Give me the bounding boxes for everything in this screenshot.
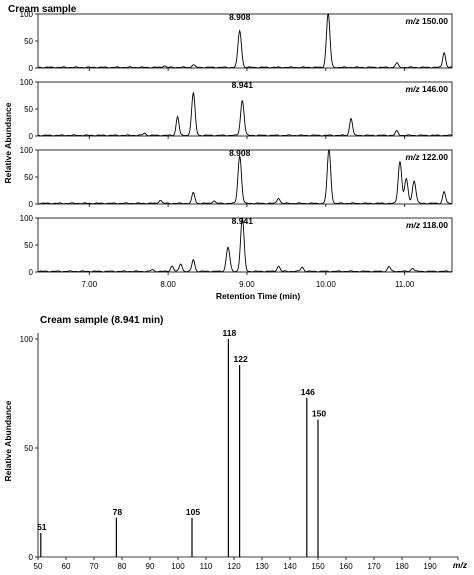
chromatogram-y-axis-label: Relative Abundance xyxy=(3,102,13,183)
y-tick-label: 50 xyxy=(24,37,33,46)
y-tick-label: 0 xyxy=(29,132,34,141)
y-tick-label: 0 xyxy=(29,200,34,209)
peak-retention-label: 8.941 xyxy=(232,80,254,90)
x-tick-label: 70 xyxy=(90,562,99,571)
x-tick-label: 11.00 xyxy=(395,280,415,289)
x-tick-label: 120 xyxy=(227,562,241,571)
panel-frame xyxy=(37,149,453,205)
x-tick-label: 150 xyxy=(311,562,325,571)
stick-label: 122 xyxy=(234,354,248,364)
mz-value: 146.00 xyxy=(422,84,448,94)
x-tick-label: 110 xyxy=(200,562,213,571)
y-tick-label: 0 xyxy=(29,268,34,277)
y-tick-label: 100 xyxy=(20,78,34,87)
stick-label: 118 xyxy=(223,328,237,338)
y-tick-label: 50 xyxy=(24,444,33,453)
y-tick-label: 100 xyxy=(20,10,34,19)
chromatogram-title: Cream sample xyxy=(8,4,77,15)
x-tick-label: 160 xyxy=(339,562,353,571)
x-tick-label: 170 xyxy=(367,562,381,571)
y-tick-label: 50 xyxy=(24,105,33,114)
mz-label: m/z 146.00 xyxy=(405,84,448,94)
x-tick-label: 60 xyxy=(62,562,71,571)
chromatogram-panel: 0 50 100 m/z 122.00 8.908 xyxy=(20,146,453,209)
x-tick-label: 7.00 xyxy=(81,280,97,289)
stick-label: 105 xyxy=(186,507,200,517)
x-tick-label: 9.00 xyxy=(239,280,255,289)
chromatogram-panel: 0 50 100 m/z 150.00 8.908 xyxy=(20,10,453,73)
mz-label: m/z 118.00 xyxy=(406,220,448,230)
chromatogram-x-axis: 7.00 8.00 9.00 10.00 11.00 xyxy=(81,280,414,289)
y-tick-label: 100 xyxy=(20,335,34,344)
x-tick-label: 10.00 xyxy=(316,280,337,289)
peak-retention-label: 8.908 xyxy=(229,148,251,158)
spectrum-x-axis-label: m/z xyxy=(453,560,468,570)
x-tick-label: 90 xyxy=(146,562,155,571)
y-tick-label: 50 xyxy=(24,173,33,182)
chromatogram-trace xyxy=(37,148,453,205)
chromatogram-x-axis-label: Retention Time (min) xyxy=(216,291,301,301)
x-tick-label: 140 xyxy=(283,562,297,571)
y-tick-label: 100 xyxy=(20,146,34,155)
chromatogram-panel: 0 50 100 m/z 118.00 8.941 xyxy=(20,214,453,277)
y-tick-label: 50 xyxy=(24,241,33,250)
mz-prefix: m/z xyxy=(405,152,422,162)
x-tick-label: 8.00 xyxy=(160,280,176,289)
y-tick-label: 0 xyxy=(29,553,34,562)
peak-retention-label: 8.908 xyxy=(229,12,251,22)
mz-prefix: m/z xyxy=(406,220,423,230)
spectrum-y-axis-label: Relative Abundance xyxy=(3,400,13,481)
panel-frame xyxy=(37,217,453,273)
x-tick-label: 130 xyxy=(255,562,269,571)
stick-label: 51 xyxy=(37,522,47,532)
chromatogram-trace xyxy=(37,217,453,273)
x-tick-label: 50 xyxy=(34,562,43,571)
chromatogram-panel: 0 50 100 m/z 146.00 8.941 xyxy=(20,78,453,141)
chromatogram-trace xyxy=(37,91,453,137)
x-tick-label: 100 xyxy=(171,562,185,571)
spectrum-title: Cream sample (8.941 min) xyxy=(40,315,163,326)
mz-label: m/z 150.00 xyxy=(405,16,448,26)
stick-label: 78 xyxy=(113,507,123,517)
peak-retention-label: 8.941 xyxy=(232,216,254,226)
mz-value: 150.00 xyxy=(422,16,448,26)
mz-value: 118.00 xyxy=(422,220,448,230)
panel-frame xyxy=(37,13,453,69)
mz-prefix: m/z xyxy=(405,16,422,26)
y-tick-label: 0 xyxy=(29,64,34,73)
mz-label: m/z 122.00 xyxy=(405,152,448,162)
stick-label: 146 xyxy=(301,387,315,397)
x-tick-label: 180 xyxy=(395,562,409,571)
stick-label: 150 xyxy=(312,409,326,419)
chromatogram-trace xyxy=(37,13,453,69)
chromatogram-panels: 0 50 100 m/z 150.00 8.908 0 50 100 m/z 146.00 8.9… xyxy=(20,10,453,277)
x-tick-label: 80 xyxy=(118,562,127,571)
x-tick-label: 190 xyxy=(423,562,437,571)
mz-value: 122.00 xyxy=(422,152,448,162)
mz-prefix: m/z xyxy=(405,84,422,94)
y-tick-label: 100 xyxy=(20,214,34,223)
